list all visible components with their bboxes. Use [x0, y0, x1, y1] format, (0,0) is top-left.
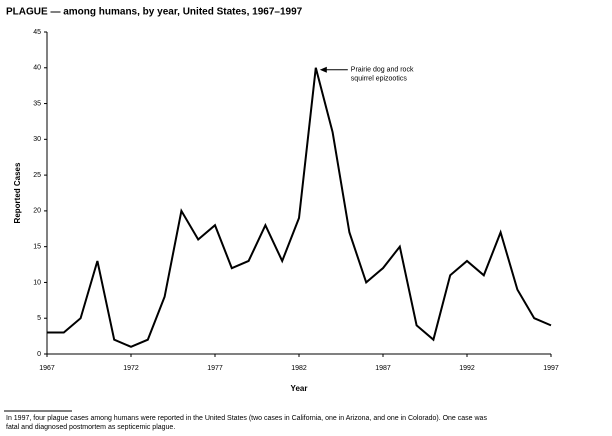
annotation: Prairie dog and rock	[351, 67, 414, 74]
chart-title: PLAGUE — among humans, by year, United S…	[6, 7, 303, 18]
y-tick-label: 5	[37, 315, 41, 322]
x-tick-label: 1997	[543, 365, 559, 372]
y-tick-label: 45	[33, 29, 41, 36]
y-tick-label: 25	[33, 172, 41, 179]
x-tick-label: 1972	[123, 365, 139, 372]
line	[47, 67, 552, 348]
x-tick-label: 1967	[39, 365, 55, 372]
annotation-arrowhead	[319, 66, 327, 73]
footnote: fatal and diagnosed postmortem as septic…	[6, 424, 175, 431]
y-tick-label: 35	[33, 100, 41, 107]
x-axis-label: Year	[291, 384, 308, 393]
x-tick-label: 1982	[291, 365, 307, 372]
y-tick-label: 20	[33, 208, 41, 215]
footnote: In 1997, four plague cases among humans …	[6, 415, 487, 422]
x-tick-label: 1977	[207, 365, 223, 372]
y-tick-label: 30	[33, 136, 41, 143]
x-tick-label: 1987	[375, 365, 391, 372]
annotation: squirrel epizootics	[351, 76, 408, 83]
y-tick-label: 10	[33, 279, 41, 286]
y-tick-label: 0	[37, 351, 41, 358]
y-tick-label: 40	[33, 65, 41, 72]
y-tick-label: 15	[33, 244, 41, 251]
y-axis-label: Reported Cases	[13, 162, 22, 223]
x-tick-label: 1992	[459, 365, 475, 372]
